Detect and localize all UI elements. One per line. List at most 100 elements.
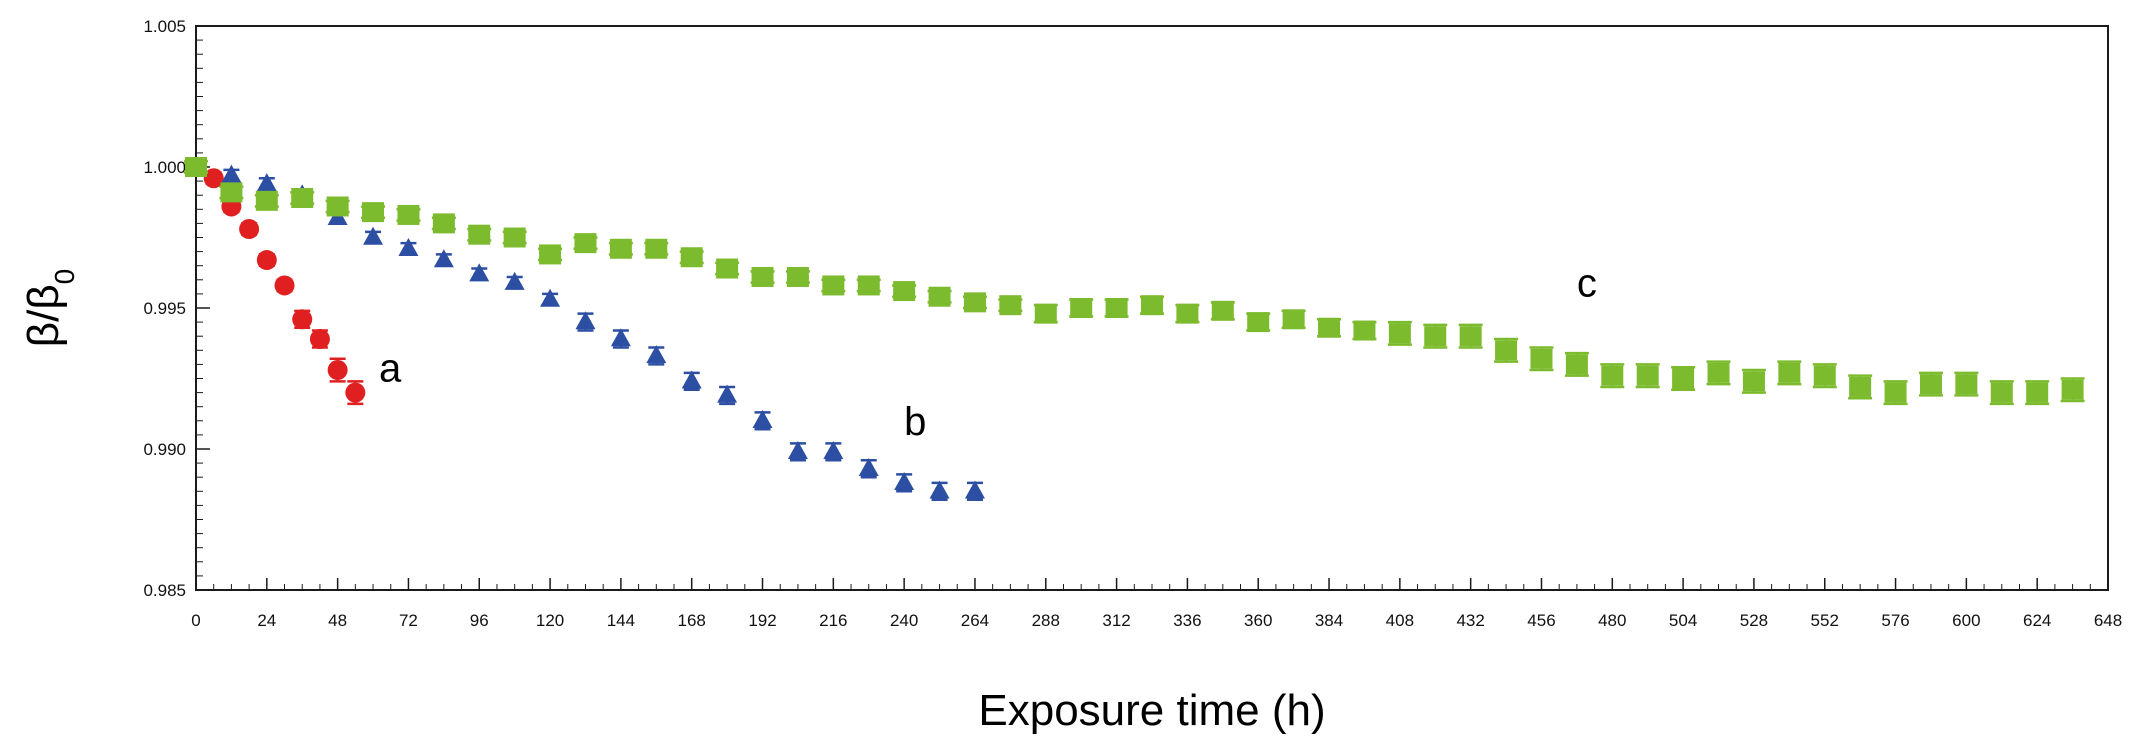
data-point-b (752, 410, 773, 428)
y-axis-title-subscript: 0 (49, 269, 80, 285)
x-tick-label: 600 (1952, 611, 1980, 630)
data-point-b (575, 311, 596, 330)
x-tick-label: 120 (536, 611, 564, 630)
data-point-c (397, 204, 420, 225)
data-point-c (362, 202, 385, 223)
data-point-c (503, 227, 526, 248)
x-tick-label: 168 (678, 611, 706, 630)
data-point-c (928, 286, 951, 307)
data-point-c (751, 266, 774, 287)
data-point-a (345, 382, 366, 403)
data-point-c (1778, 362, 1801, 383)
data-point-b (646, 345, 667, 364)
x-tick-label: 624 (2023, 611, 2051, 630)
data-point-b (610, 328, 631, 347)
data-point-c (1141, 295, 1163, 316)
data-point-c (1530, 348, 1553, 369)
data-point-c (1353, 320, 1376, 341)
x-tick-label: 408 (1386, 611, 1414, 630)
data-point-b (256, 173, 277, 192)
data-point-a (239, 219, 260, 240)
data-point-b (787, 441, 808, 460)
x-tick-label: 480 (1598, 611, 1626, 630)
y-axis-title-main: β/β (19, 284, 68, 347)
x-tick-label: 216 (819, 611, 847, 630)
data-point-c (1282, 309, 1305, 330)
data-point-c (1742, 371, 1765, 392)
data-point-a (256, 250, 277, 271)
data-point-c (1919, 374, 1942, 395)
data-point-b (894, 472, 915, 491)
data-point-c (786, 266, 809, 287)
y-axis-title: β/β0 (19, 269, 80, 347)
data-point-c (220, 182, 243, 203)
data-point-c (432, 213, 455, 234)
x-tick-label: 432 (1456, 611, 1484, 630)
x-tick-label: 48 (328, 611, 347, 630)
y-axis: 0.985 0.990 0.995 1.000 1.005 (143, 17, 210, 600)
x-tick-label: 576 (1881, 611, 1909, 630)
data-point-b (964, 480, 985, 499)
x-tick-label: 96 (470, 611, 489, 630)
data-point-c (1070, 298, 1093, 318)
data-point-c (1176, 303, 1199, 324)
y-tick-label: 1.005 (143, 17, 186, 36)
data-point-c (2061, 379, 2084, 400)
x-tick-label: 288 (1032, 611, 1060, 630)
data-point-c (185, 157, 207, 177)
data-point-c (291, 188, 314, 209)
data-point-c (1990, 382, 2013, 403)
y-tick-label: 0.995 (143, 299, 186, 318)
x-tick-label: 192 (748, 611, 776, 630)
x-tick-label: 552 (1811, 611, 1839, 630)
series-label-c: c (1577, 262, 1597, 306)
data-point-c (255, 190, 278, 211)
data-point-c (1849, 376, 1872, 397)
data-point-b (858, 457, 879, 476)
data-point-a (203, 168, 224, 189)
x-tick-label: 336 (1173, 611, 1201, 630)
data-point-b (221, 164, 242, 183)
x-tick-label: 312 (1102, 611, 1130, 630)
series-label-b: b (904, 400, 926, 444)
data-point-c (1424, 326, 1447, 347)
data-point-c (822, 275, 845, 296)
data-point-c (1813, 365, 1836, 386)
data-point-b (540, 288, 561, 307)
data-point-c (1495, 340, 1518, 361)
x-tick-label: 264 (961, 611, 989, 630)
data-point-c (1636, 365, 1659, 386)
data-point-c (1672, 368, 1695, 389)
data-point-b (398, 237, 419, 256)
x-tick-label: 456 (1527, 611, 1555, 630)
data-point-c (893, 281, 916, 302)
data-point-c (1955, 374, 1978, 395)
y-tick-label: 1.000 (143, 158, 186, 177)
x-axis-title: Exposure time (h) (978, 686, 1325, 735)
data-point-c (1388, 323, 1411, 344)
data-point-c (1318, 317, 1341, 338)
data-point-b (363, 226, 384, 245)
x-tick-label: 72 (399, 611, 418, 630)
data-series (184, 156, 2085, 502)
data-point-c (1884, 382, 1907, 403)
data-point-a (327, 360, 348, 381)
data-point-c (1565, 354, 1588, 375)
x-tick-label: 384 (1315, 611, 1343, 630)
x-tick-label: 360 (1244, 611, 1272, 630)
data-point-b (504, 271, 525, 290)
y-tick-label: 0.985 (143, 581, 186, 600)
data-point-c (2026, 382, 2049, 403)
data-point-c (539, 244, 562, 265)
data-point-c (609, 238, 632, 259)
x-tick-label: 240 (890, 611, 918, 630)
x-tick-label: 648 (2094, 611, 2122, 630)
data-point-c (574, 233, 597, 254)
series-c (184, 157, 2085, 406)
data-point-c (857, 275, 880, 296)
data-point-b (717, 384, 738, 403)
x-tick-label: 504 (1669, 611, 1697, 630)
x-tick-label: 528 (1740, 611, 1768, 630)
